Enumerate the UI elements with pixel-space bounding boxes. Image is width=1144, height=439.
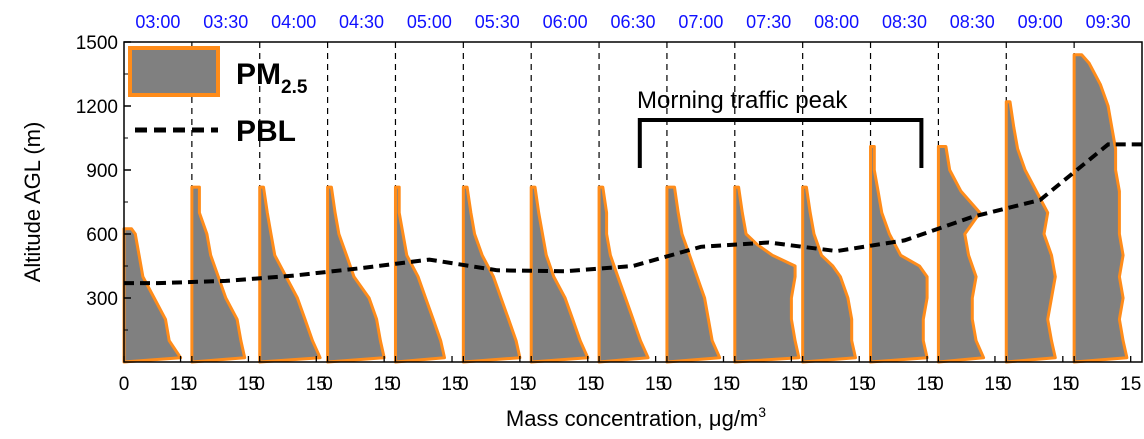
pm25-profile-13: [1006, 102, 1055, 362]
legend: PM2.5 PBL: [130, 48, 308, 148]
x-tick-label-12: 0: [526, 374, 537, 395]
y-tick-label-600: 600: [86, 225, 118, 246]
pm25-profile-1: [192, 187, 245, 362]
time-label-3: 04:30: [339, 12, 384, 32]
legend-pm25-label: PM2.5: [236, 58, 308, 98]
x-tick-label-8: 0: [390, 374, 401, 395]
x-tick-label-29: 15: [1120, 374, 1141, 395]
x-tick-label-2: 0: [187, 374, 198, 395]
time-label-2: 04:00: [271, 12, 316, 32]
pm25-profile-14: [1074, 55, 1127, 362]
annotation: Morning traffic peak: [637, 87, 921, 168]
pm25-profile-4: [395, 187, 444, 362]
time-label-12: 08:30: [950, 12, 995, 32]
y-tick-label-300: 300: [86, 289, 118, 310]
time-label-11: 08:30: [882, 12, 927, 32]
time-label-9: 07:30: [746, 12, 791, 32]
x-tick-label-6: 0: [322, 374, 333, 395]
annotation-bracket: [640, 120, 922, 168]
y-tick-label-1500: 1500: [76, 33, 118, 54]
x-tick-label-24: 0: [933, 374, 944, 395]
x-axis-title: Mass concentration, μg/m3: [506, 404, 766, 431]
pm25-profile-6: [531, 187, 588, 362]
pm25-profile-5: [463, 187, 520, 362]
annotation-text: Morning traffic peak: [637, 87, 848, 114]
x-tick-label-0: 0: [119, 374, 130, 395]
pm25-profile-7: [599, 187, 648, 362]
time-label-10: 08:00: [814, 12, 859, 32]
pm25-profile-12: [938, 147, 983, 363]
time-labels: 03:00 03:30 04:00 04:30 05:00 05:30 06:00 06:30…: [135, 12, 1130, 32]
pm25-profile-3: [328, 187, 385, 362]
x-tick-label-18: 0: [730, 374, 741, 395]
pm25-profile-11: [871, 147, 928, 363]
time-label-6: 06:00: [543, 12, 588, 32]
x-tick-label-14: 0: [594, 374, 605, 395]
x-tick-label-10: 0: [458, 374, 469, 395]
x-tick-label-28: 0: [1069, 374, 1080, 395]
x-tick-label-16: 0: [662, 374, 673, 395]
legend-pbl-label: PBL: [236, 115, 296, 148]
x-tick-label-4: 0: [254, 374, 265, 395]
time-label-7: 06:30: [610, 12, 655, 32]
pm25-profile-10: [803, 187, 856, 362]
time-label-4: 05:00: [407, 12, 452, 32]
time-label-1: 03:30: [203, 12, 248, 32]
time-label-5: 05:30: [475, 12, 520, 32]
x-tick-label-20: 0: [797, 374, 808, 395]
time-label-8: 07:00: [678, 12, 723, 32]
x-tick-label-26: 0: [1001, 374, 1012, 395]
time-label-13: 09:00: [1018, 12, 1063, 32]
pm25-profile-0: [124, 229, 181, 362]
y-axis-title: Altitude AGL (m): [20, 122, 45, 283]
pm25-profile-9: [735, 187, 799, 362]
y-tick-label-1200: 1200: [76, 97, 118, 118]
x-tick-label-22: 0: [865, 374, 876, 395]
y-tick-label-900: 900: [86, 161, 118, 182]
pm25-profile-8: [667, 187, 720, 362]
pm25-profiles: [124, 55, 1127, 362]
time-label-0: 03:00: [135, 12, 180, 32]
time-label-14: 09:30: [1086, 12, 1131, 32]
legend-pm25-swatch: [130, 48, 218, 95]
